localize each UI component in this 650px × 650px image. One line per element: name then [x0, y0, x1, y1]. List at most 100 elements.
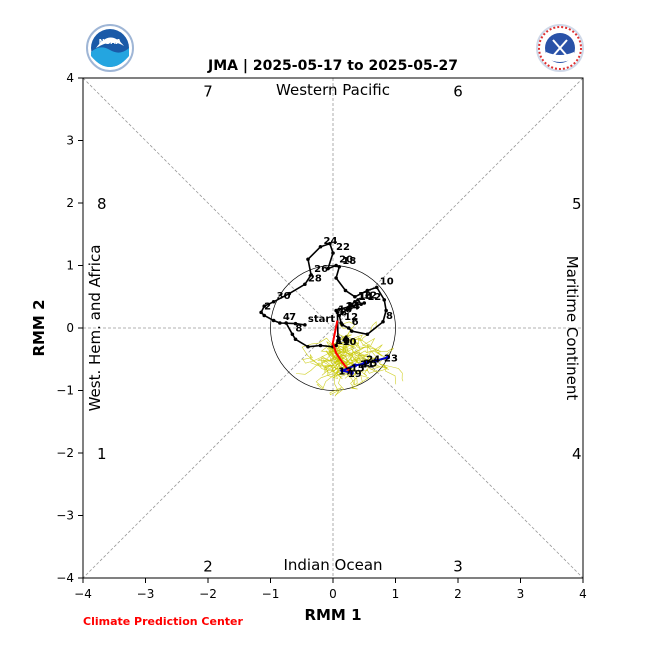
track-point — [284, 321, 288, 325]
phase-label-1: 1 — [97, 445, 107, 463]
track-point — [278, 321, 282, 325]
track-point — [353, 299, 357, 304]
track-point — [337, 307, 342, 312]
ensemble-member — [358, 344, 380, 370]
track-label: 4 — [283, 312, 290, 323]
region-label-left: West. Hem. and Africa — [86, 245, 104, 412]
track-point — [271, 318, 276, 323]
track-point — [331, 251, 335, 255]
track-point — [293, 321, 298, 326]
phase-label-6: 6 — [453, 83, 463, 101]
y-axis-ticks: −4 −3 −2 −1 0 1 2 3 4 — [56, 71, 83, 585]
track-point — [359, 302, 363, 307]
track-point — [349, 304, 354, 308]
chart-title: JMA | 2025-05-17 to 2025-05-27 — [207, 58, 458, 74]
track-label: 17 — [338, 367, 352, 378]
track-label: 18 — [342, 256, 356, 267]
track-point — [318, 244, 323, 249]
ensemble-member — [352, 337, 383, 357]
track-point — [326, 266, 330, 271]
forecast-red-start — [331, 320, 339, 346]
track-point — [339, 321, 343, 325]
track-point — [259, 310, 263, 315]
ensemble-member — [301, 337, 342, 372]
y-tick-label: −1 — [56, 384, 74, 398]
y-tick-label: 4 — [66, 71, 74, 85]
y-tick-label: 3 — [66, 134, 74, 148]
track-label: 12 — [367, 292, 381, 303]
track-point — [362, 301, 367, 305]
track-point — [337, 264, 342, 269]
track-label: 7 — [289, 312, 296, 323]
credit-text: Climate Prediction Center — [83, 615, 243, 628]
track-point — [381, 319, 385, 324]
track-point — [340, 310, 345, 315]
track-label: 23 — [384, 353, 398, 364]
forecast-point — [340, 368, 345, 373]
track-point — [353, 294, 357, 299]
x-tick-label: −4 — [74, 587, 92, 601]
track-label: 8 — [386, 311, 393, 322]
track-label: 10 — [343, 337, 357, 348]
track-label: 8 — [340, 307, 347, 318]
track-point — [349, 329, 354, 333]
x-tick-label: 0 — [329, 587, 337, 601]
x-tick-label: 4 — [579, 587, 587, 601]
x-axis-label: RMM 1 — [304, 606, 361, 624]
phase-label-7: 7 — [203, 83, 213, 101]
unit-circle — [270, 265, 396, 391]
track-label: 21 — [360, 360, 374, 371]
track-point — [328, 241, 332, 246]
track-label: 15 — [351, 364, 365, 375]
track-point — [262, 304, 267, 308]
track-point — [306, 344, 310, 349]
y-tick-label: −4 — [56, 571, 74, 585]
track-point — [365, 288, 370, 293]
track-point — [334, 263, 338, 268]
track-label: 10 — [336, 336, 350, 347]
ensemble-member — [354, 354, 404, 382]
track-point — [271, 299, 276, 304]
track-point — [318, 343, 323, 348]
y-tick-label: −2 — [56, 446, 74, 460]
track-label: 22 — [336, 242, 350, 253]
forecast-point — [352, 363, 357, 368]
ensemble-member — [316, 344, 346, 390]
track-point — [262, 313, 267, 318]
observed-track — [259, 241, 388, 349]
forecast-point — [374, 358, 379, 363]
region-label-top: Western Pacific — [276, 81, 390, 99]
track-label: 25 — [363, 358, 377, 369]
phase-label-2: 2 — [203, 558, 213, 576]
forecast-tracks — [331, 320, 390, 376]
ensemble-member — [329, 362, 345, 397]
ensemble-member — [352, 356, 397, 385]
track-point — [374, 285, 379, 290]
track-point — [306, 257, 310, 262]
track-point — [356, 298, 360, 302]
track-label: 26 — [314, 264, 328, 275]
track-label: 14 — [345, 301, 359, 312]
track-point — [303, 323, 307, 327]
x-tick-label: 1 — [392, 587, 400, 601]
x-tick-label: −1 — [262, 587, 280, 601]
ensemble-member — [295, 362, 339, 380]
track-label: 6 — [352, 317, 359, 328]
x-tick-label: −3 — [137, 587, 155, 601]
track-point — [334, 343, 338, 348]
ensemble-member — [337, 336, 394, 371]
noaa-logo: NOAA — [86, 24, 134, 72]
ensemble-member — [321, 352, 342, 374]
y-tick-label: −3 — [56, 509, 74, 523]
phase-label-4: 4 — [572, 445, 582, 463]
x-axis-ticks: −4 −3 −2 −1 0 1 2 3 4 — [74, 578, 587, 601]
noaa-logo-text: NOAA — [99, 38, 122, 46]
track-point — [293, 337, 298, 342]
track-point — [336, 338, 340, 343]
track-point — [287, 291, 292, 296]
y-tick-label: 2 — [66, 196, 74, 210]
track-label: 14 — [335, 334, 349, 345]
y-tick-label: 1 — [66, 259, 74, 273]
